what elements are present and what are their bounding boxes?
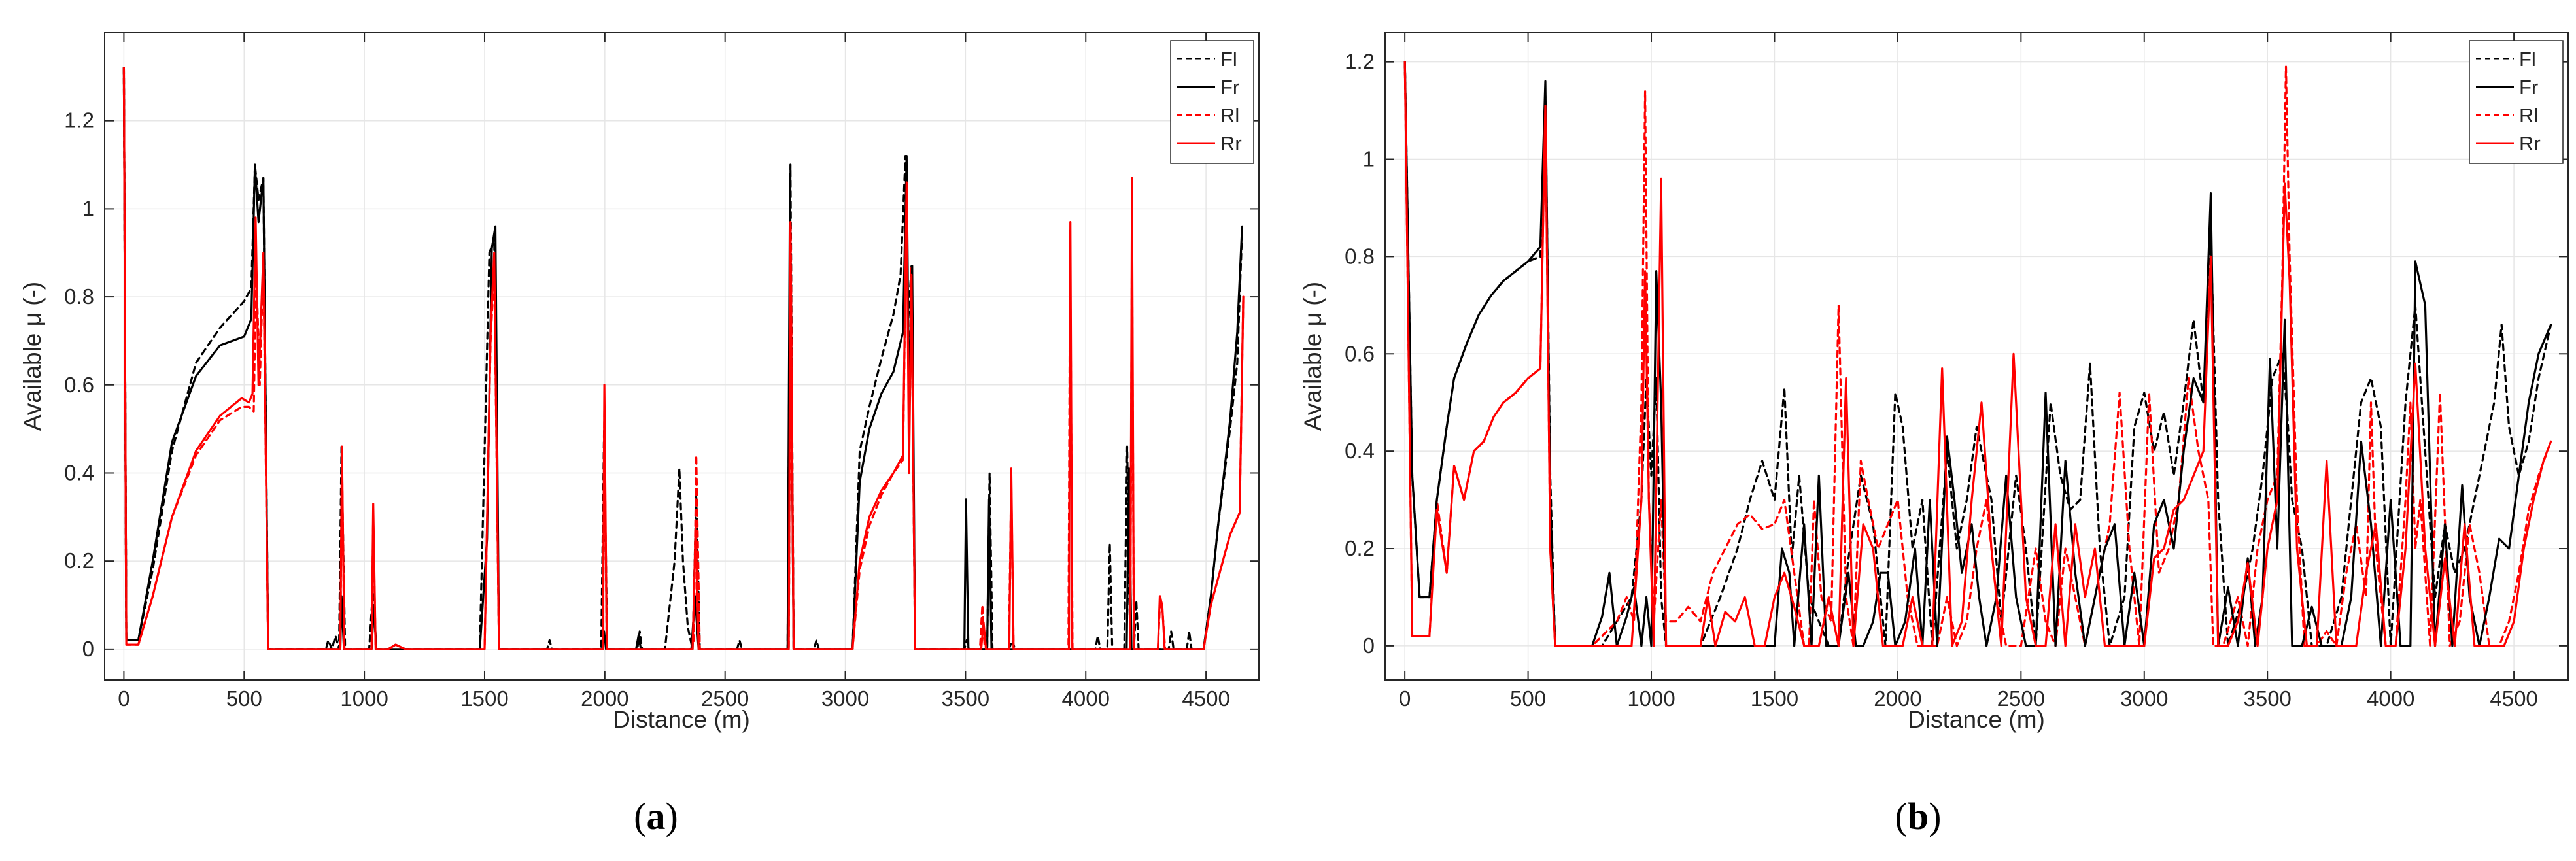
panel-b-grid (1385, 33, 2568, 680)
panel-a: 0 500 1000 1500 2000 2500 3000 3500 4000 4500 0 0.2… (19, 32, 1260, 837)
panel-b-x-axis-label: Distance (m) (1908, 706, 2045, 733)
panel-a-legend-label-rl: Rl (1220, 104, 1239, 127)
x-tick-label: 2000 (581, 686, 628, 711)
x-tick-label: 3500 (942, 686, 989, 711)
panel-b-caption: (b) (1895, 795, 1942, 837)
panel-a-legend-label-rr: Rr (1220, 132, 1242, 155)
panel-a-caption-letter: a (647, 795, 666, 837)
panel-b-legend-label-fl: Fl (2519, 48, 2536, 71)
y-tick-label: 0.8 (1345, 244, 1375, 268)
x-tick-label: 0 (1399, 686, 1411, 711)
series-line-rr (1403, 61, 2552, 647)
y-tick-label: 1 (82, 196, 94, 220)
panel-b-y-axis-label: Available μ (-) (1299, 282, 1326, 431)
x-tick-label: 500 (226, 686, 262, 711)
series-line-rr (122, 67, 1245, 650)
x-tick-label: 3000 (2120, 686, 2168, 711)
x-tick-label: 1500 (1751, 686, 1798, 711)
x-tick-label: 2000 (1874, 686, 1921, 711)
x-tick-label: 4000 (2367, 686, 2414, 711)
x-tick-label: 2500 (1997, 686, 2045, 711)
panel-b: 0 500 1000 1500 2000 2500 3000 3500 4000 4500 0 0.2… (1299, 32, 2569, 837)
series-line-fr (1403, 61, 2552, 647)
x-tick-label: 1000 (340, 686, 388, 711)
panel-a-legend-label-fr: Fr (1220, 76, 1239, 99)
x-tick-label: 4500 (1182, 686, 1229, 711)
panel-a-legend: Fl Fr Rl Rr (1170, 40, 1254, 164)
series-line-rl (1403, 61, 2552, 647)
y-tick-label: 0 (1363, 633, 1375, 658)
y-tick-label: 0 (82, 637, 94, 661)
panel-a-plot-frame (104, 32, 1260, 681)
panel-a-x-axis-label: Distance (m) (613, 706, 750, 733)
panel-b-series-lines (1403, 61, 2552, 647)
x-tick-label: 3500 (2244, 686, 2292, 711)
y-tick-label: 0.2 (1345, 536, 1375, 560)
y-tick-label: 0.4 (64, 460, 94, 484)
x-tick-label: 4500 (2490, 686, 2537, 711)
x-tick-label: 4000 (1062, 686, 1110, 711)
x-tick-label: 3000 (821, 686, 869, 711)
y-tick-label: 1.2 (1345, 50, 1375, 74)
y-tick-label: 1.2 (64, 109, 94, 133)
panel-a-ticks: 0 500 1000 1500 2000 2500 3000 3500 4000 4500 0 0.2… (64, 33, 1259, 711)
y-tick-label: 0.4 (1345, 439, 1375, 463)
panel-a-caption: (a) (634, 795, 678, 837)
x-tick-label: 1500 (460, 686, 508, 711)
panel-a-y-axis-label: Available μ (-) (19, 282, 46, 431)
series-line-fl (1403, 61, 2552, 647)
x-tick-label: 0 (118, 686, 129, 711)
y-tick-label: 0.6 (1345, 341, 1375, 365)
panel-b-ticks: 0 500 1000 1500 2000 2500 3000 3500 4000 4500 0 0.2… (1345, 33, 2568, 711)
y-tick-label: 0.2 (64, 549, 94, 573)
panel-a-series-lines (122, 67, 1245, 650)
panel-a-legend-label-fl: Fl (1220, 48, 1237, 71)
y-tick-label: 1 (1363, 147, 1375, 171)
series-line-fl (122, 67, 1243, 650)
panel-b-legend-label-fr: Fr (2519, 76, 2538, 99)
panel-b-legend-box (2469, 40, 2564, 164)
y-tick-label: 0.6 (64, 373, 94, 397)
y-tick-label: 0.8 (64, 284, 94, 309)
panel-b-caption-letter: b (1908, 795, 1929, 837)
panel-b-legend: Fl Fr Rl Rr (2469, 40, 2564, 164)
x-tick-label: 2500 (701, 686, 749, 711)
panel-b-legend-label-rr: Rr (2519, 132, 2541, 155)
panel-b-legend-label-rl: Rl (2519, 104, 2538, 127)
x-tick-label: 500 (1510, 686, 1546, 711)
x-tick-label: 1000 (1627, 686, 1675, 711)
